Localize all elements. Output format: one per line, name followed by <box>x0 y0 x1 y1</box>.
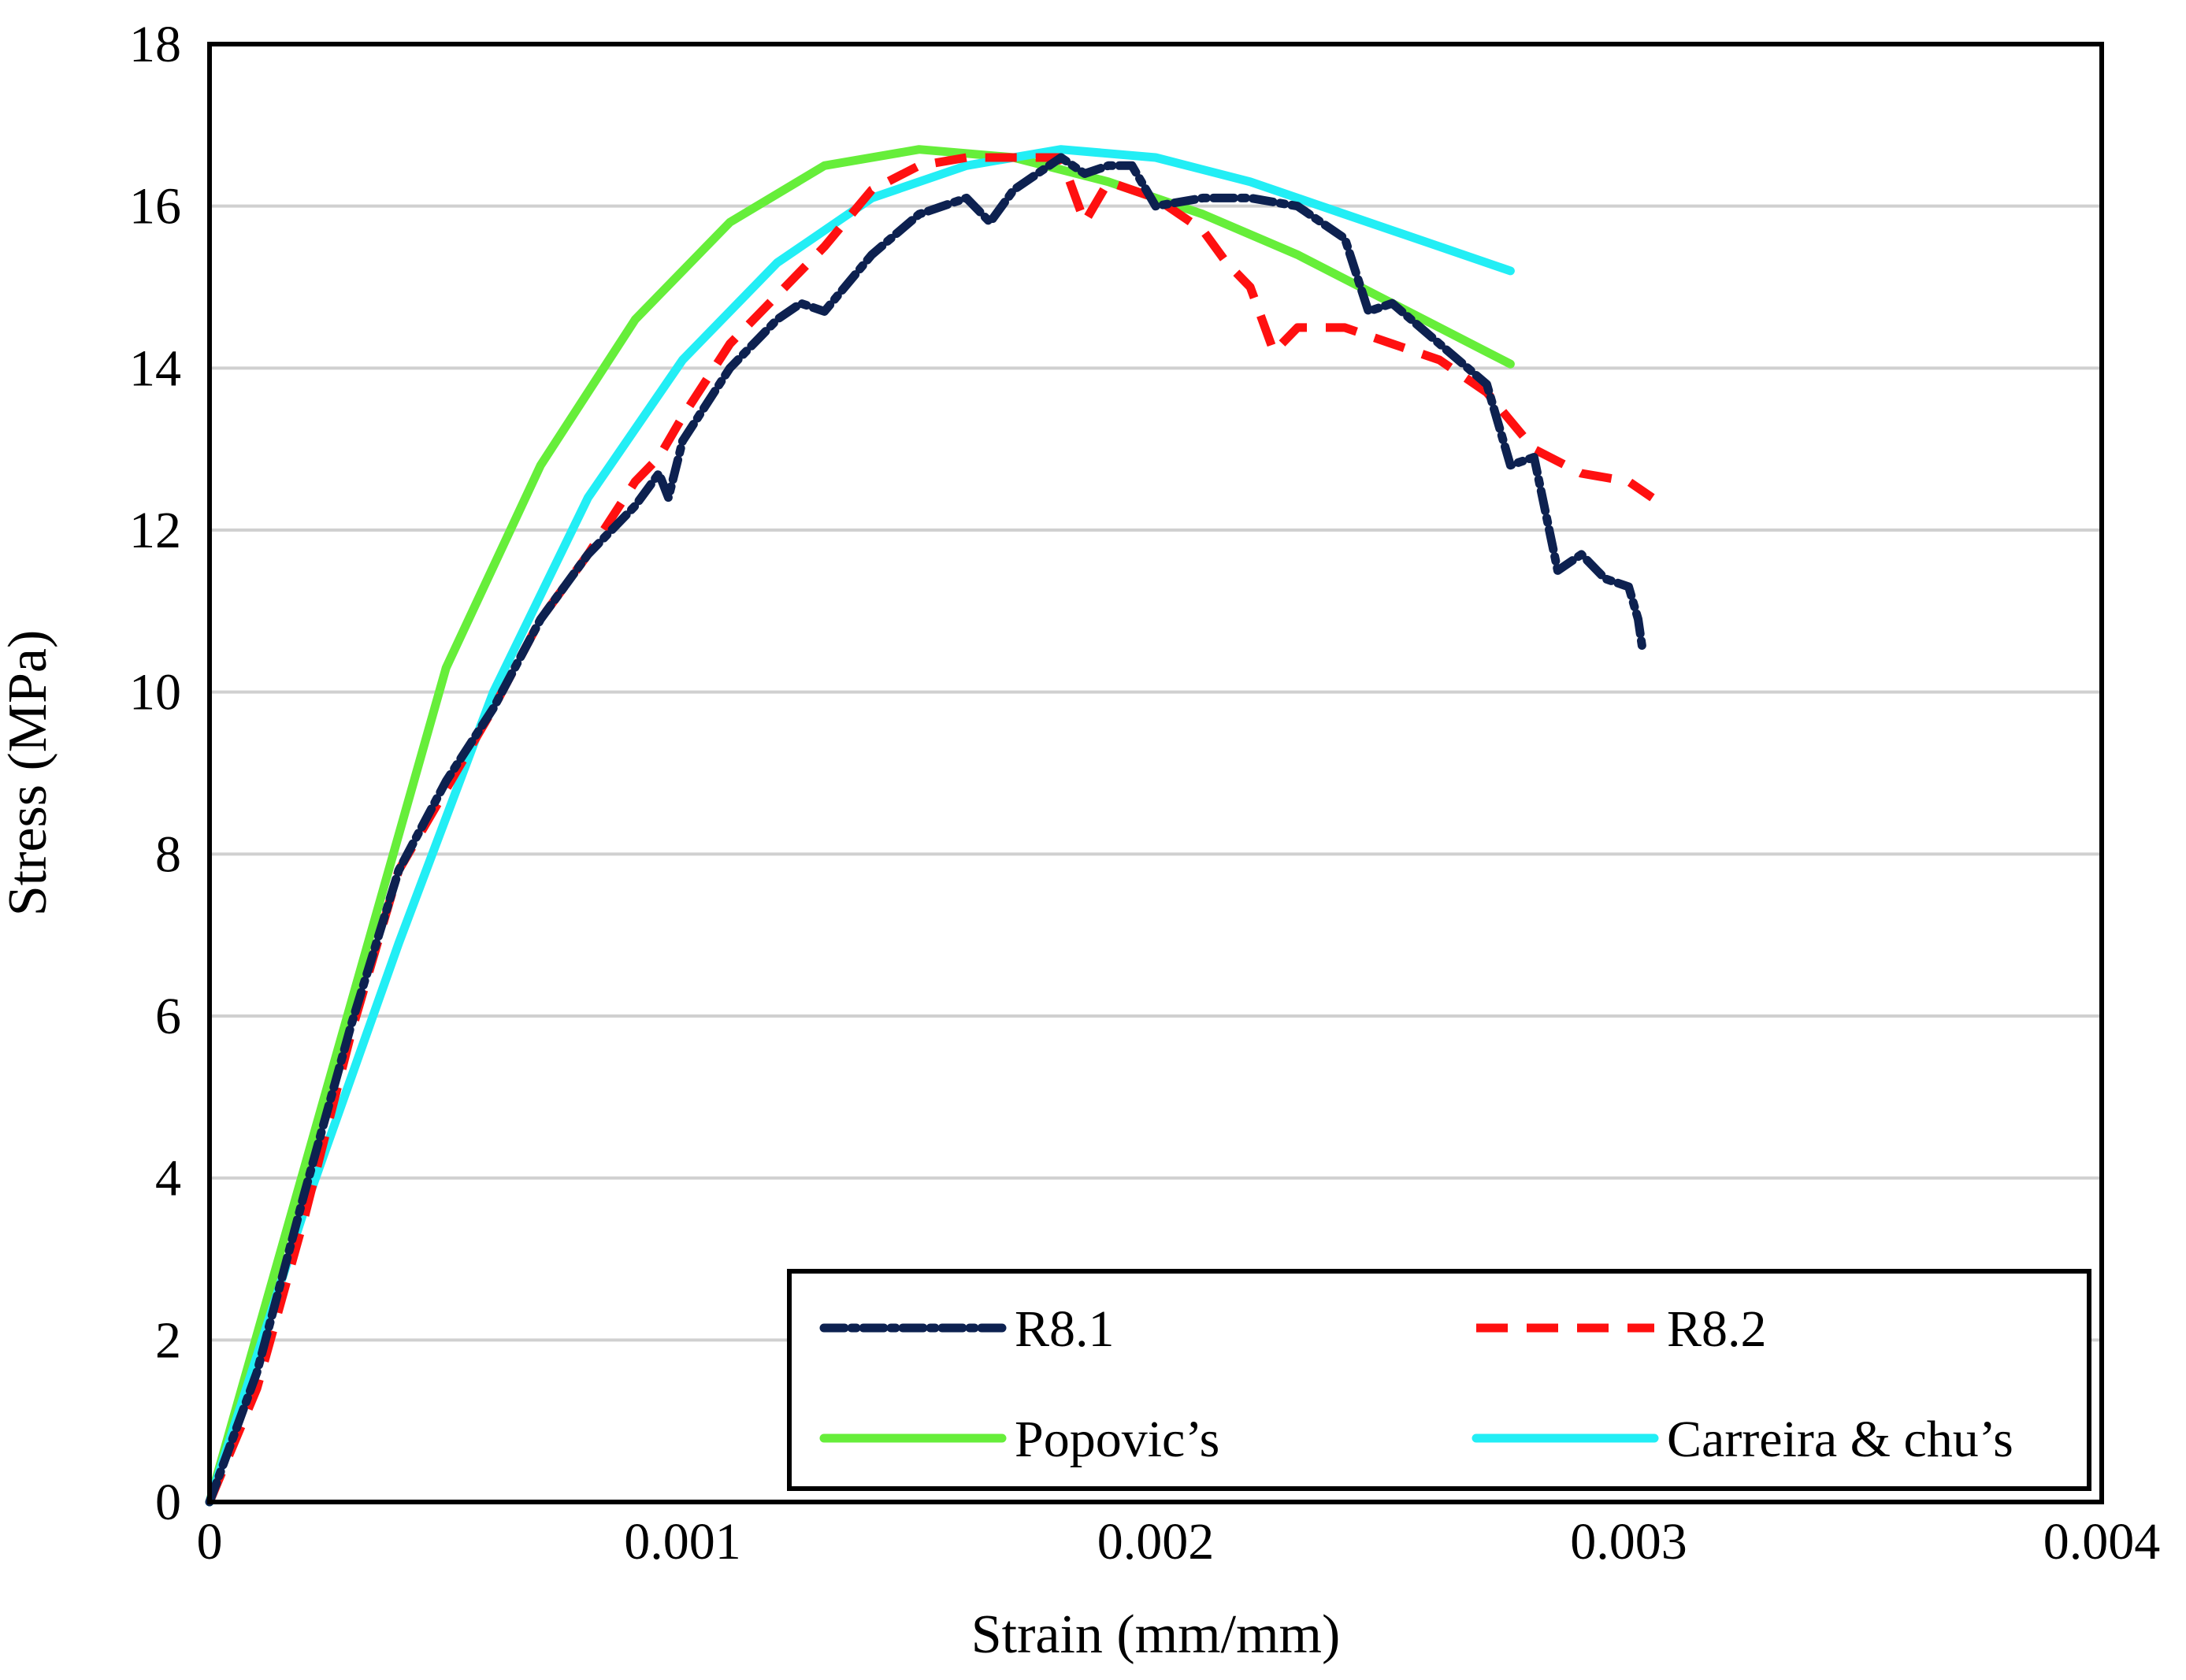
legend-item-r8-2: R8.2 <box>1476 1300 1767 1358</box>
gridlines <box>210 204 2102 1342</box>
series-line-r8-1 <box>205 153 1647 1507</box>
legend-label-popovic-s: Popovic’s <box>1015 1411 1219 1468</box>
legend-label-r8-2: R8.2 <box>1667 1300 1767 1358</box>
x-tick-label: 0 <box>197 1513 223 1571</box>
x-tick-label: 0.004 <box>2043 1513 2161 1571</box>
plot-frame <box>207 42 2104 1504</box>
legend-item-popovic-s: Popovic’s <box>819 1411 1219 1468</box>
x-tick-label: 0.001 <box>624 1513 741 1571</box>
y-tick-label: 16 <box>129 178 181 235</box>
x-tick-label: 0.003 <box>1570 1513 1687 1571</box>
x-axis-title: Strain (mm/mm) <box>971 1604 1341 1665</box>
x-axis-ticks: 0 0.001 0.002 0.003 0.004 <box>197 1513 2161 1571</box>
legend-label-r8-1: R8.1 <box>1015 1300 1115 1358</box>
y-tick-label: 14 <box>129 339 181 397</box>
y-axis-title: Stress (MPa) <box>0 630 58 917</box>
y-tick-label: 0 <box>155 1474 181 1531</box>
plot-series <box>205 145 1655 1507</box>
y-tick-label: 6 <box>155 988 181 1045</box>
legend-label-carreira-chu-s: Carreira & chu’s <box>1667 1411 2013 1468</box>
legend: R8.1 R8.2 Popovic’s Carreira & chu’s <box>787 1269 2091 1491</box>
legend-box <box>787 1269 2091 1491</box>
series-line-carreira-chu-s <box>205 145 1515 1507</box>
y-tick-label: 18 <box>129 16 181 73</box>
legend-items: R8.1 R8.2 Popovic’s Carreira & chu’s <box>819 1300 2013 1468</box>
y-tick-label: 8 <box>155 825 181 883</box>
y-tick-label: 12 <box>129 502 181 559</box>
legend-item-carreira-chu-s: Carreira & chu’s <box>1472 1411 2013 1468</box>
y-tick-label: 4 <box>155 1150 181 1207</box>
x-tick-label: 0.002 <box>1097 1513 1215 1571</box>
y-tick-label: 10 <box>129 664 181 721</box>
series-line-popovic-s <box>205 145 1515 1507</box>
legend-item-r8-1: R8.1 <box>819 1300 1115 1358</box>
y-tick-label: 2 <box>155 1311 181 1369</box>
y-axis-ticks: 0 2 4 6 8 10 12 14 16 18 <box>129 16 181 1531</box>
